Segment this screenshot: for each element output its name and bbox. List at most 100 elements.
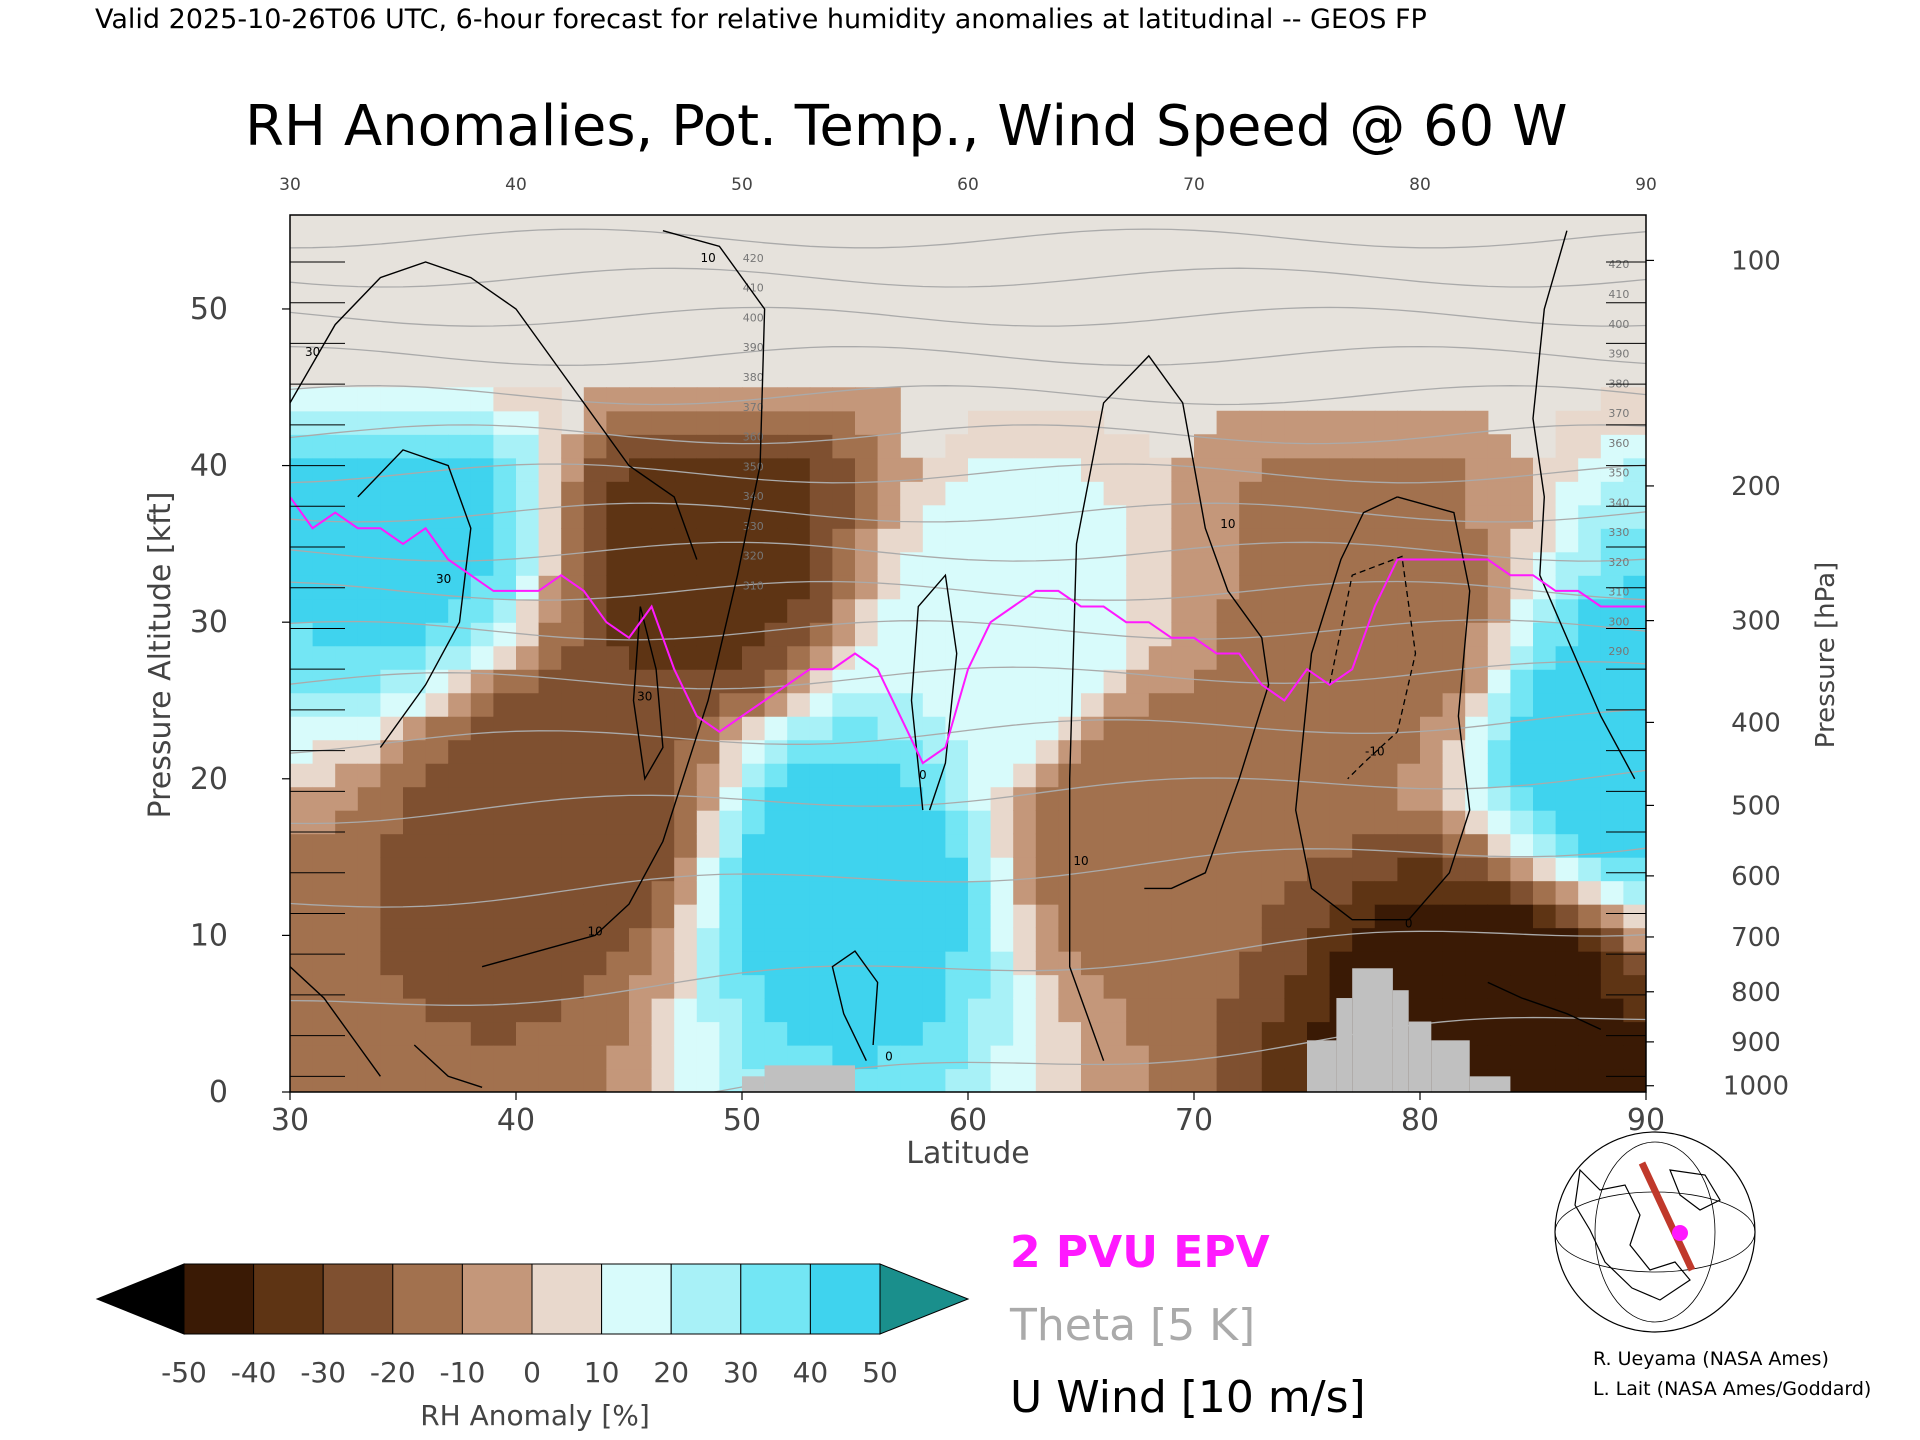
rh-cell [1487,763,1511,788]
rh-cell [1487,622,1511,647]
rh-cell [990,1045,1014,1070]
rh-cell [629,810,653,835]
rh-cell [583,1045,607,1070]
rh-cell [425,786,449,811]
rh-cell [1374,786,1398,811]
rh-cell [1171,833,1195,858]
rh-cell [425,880,449,905]
rh-cell [1307,857,1331,882]
rh-cell [1352,410,1376,435]
rh-cell [787,504,811,529]
rh-cell [1397,434,1421,459]
rh-cell [1555,434,1579,459]
rh-cell [832,434,856,459]
rh-cell [945,457,969,482]
rh-cell [1013,1068,1037,1092]
rh-cell [877,904,901,929]
rh-cell [900,739,924,764]
rh-cell [583,504,607,529]
rh-cell [877,810,901,835]
rh-cell [787,880,811,905]
rh-cell [1623,598,1646,623]
rh-cell [1216,998,1240,1023]
rh-cell [425,551,449,576]
rh-cell [1600,692,1624,717]
rh-cell [1329,528,1353,553]
rh-cell [674,504,698,529]
rh-cell [1035,410,1059,435]
rh-cell [606,716,630,741]
rh-cell [832,504,856,529]
rh-cell [425,528,449,553]
rh-cell [764,622,788,647]
rh-cell [1013,551,1037,576]
rh-cell [832,857,856,882]
rh-cell [719,716,743,741]
rh-cell [1216,739,1240,764]
rh-cell [651,880,675,905]
rh-cell [380,1045,404,1070]
rh-cell [425,622,449,647]
rh-cell [493,716,517,741]
rh-cell [809,739,833,764]
rh-cell [561,716,585,741]
rh-cell [1510,739,1534,764]
rh-cell [1487,998,1511,1023]
rh-cell [290,880,314,905]
rh-cell [968,810,992,835]
rh-cell [832,645,856,670]
rh-cell [290,645,314,670]
rh-cell [968,974,992,999]
rh-cell [1487,434,1511,459]
rh-cell [1555,551,1579,576]
rh-cell [1126,1068,1150,1092]
rh-cell [335,410,359,435]
theta-label: 400 [743,311,764,324]
rh-cell [380,786,404,811]
rh-cell [1261,998,1285,1023]
map-coastline [1574,1168,1691,1301]
rh-cell [877,1068,901,1092]
wind-label: 10 [700,251,715,265]
rh-cell [1171,528,1195,553]
rh-cell [1352,857,1376,882]
rh-cell [1035,504,1059,529]
rh-cell [1013,810,1037,835]
rh-cell [832,810,856,835]
rh-cell [787,857,811,882]
rh-cell [1126,575,1150,600]
rh-cell [1487,880,1511,905]
rh-cell [1103,857,1127,882]
rh-cell [832,880,856,905]
rh-cell [1533,1068,1557,1092]
rh-cell [651,904,675,929]
wind-contour [1069,354,1270,1061]
rh-cell [651,857,675,882]
rh-cell [832,1021,856,1046]
rh-cell [1013,739,1037,764]
rh-cell [1081,716,1105,741]
rh-cell [448,857,472,882]
rh-cell [877,410,901,435]
rh-cell [1329,575,1353,600]
rh-cell [290,692,314,717]
rh-cell [1171,716,1195,741]
rh-cell [1148,575,1172,600]
rh-cell [290,551,314,576]
rh-cell [629,1045,653,1070]
rh-cell [561,528,585,553]
rh-cell [1126,598,1150,623]
rh-cell [1623,1045,1646,1070]
rh-cell [787,622,811,647]
rh-cell [380,810,404,835]
rh-cell [1487,927,1511,952]
rh-cell [290,998,314,1023]
epv-line [290,496,1646,765]
rh-cell [1239,810,1263,835]
rh-cell [696,927,720,952]
rh-cell [1374,857,1398,882]
rh-cell [448,387,472,412]
theta-label: 360 [1608,437,1629,450]
rh-cell [809,974,833,999]
theta-label: 310 [743,579,764,592]
